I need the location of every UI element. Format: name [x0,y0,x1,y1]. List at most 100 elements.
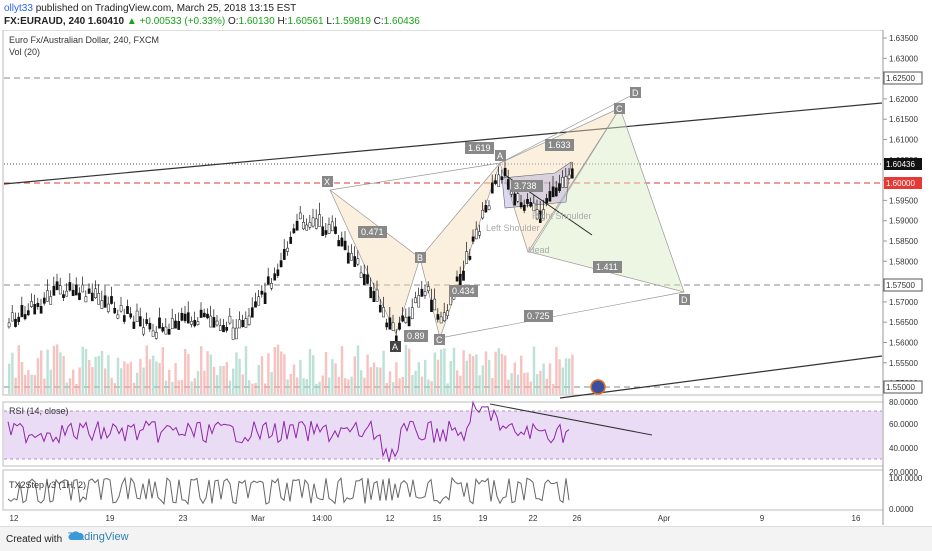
candle [529,197,533,208]
volume-bar [404,344,408,394]
candle [119,296,123,313]
ratio-1411: 1.411 [596,262,618,272]
volume-bar [196,370,200,394]
candle [113,301,117,314]
volume-bar [273,347,276,394]
change-text: +0.00533 (+0.33%) [139,16,226,27]
volume-bar [75,383,78,394]
rsi-trendline[interactable] [489,403,653,436]
candle [548,181,552,202]
volume-bar [353,356,356,394]
candle [154,326,158,340]
rsi-tick: 80.0000 [889,398,918,407]
candle [167,323,171,335]
rsi-tick: 40.0000 [889,444,918,453]
volume-bar [440,349,443,394]
volume-bar [68,378,72,394]
candle [42,292,46,306]
ratio-1633: 1.633 [548,140,571,150]
volume-bar [302,378,305,394]
volume-bar [334,363,337,394]
volume-bar [379,367,382,394]
chart-area[interactable]: Euro Fx/Australian Dollar, 240, FXCM Vol… [0,30,932,525]
candle [545,193,549,207]
candle [298,205,302,220]
date-axis[interactable]: 12 19 23 Mar 14:00 12 15 19 22 26 Apr 9 16 [10,514,861,523]
candle [209,305,213,328]
volume-bar [392,382,395,394]
candle [554,180,558,197]
candle [362,264,366,286]
up-arrow-icon: ▲ [126,16,137,27]
volume-bar [414,370,417,394]
harmonic-pattern[interactable] [329,92,685,340]
volume-bar [561,367,564,394]
candle [180,307,184,322]
rsi-label: RSI (14, close) [9,406,69,416]
volume-bar [33,375,36,394]
candle [273,267,277,281]
volume-bar [283,354,286,394]
candle [225,321,229,333]
candle [570,161,574,179]
candle [183,305,187,324]
rsi-axis: 80.0000 60.0000 40.0000 20.0000 [889,398,918,477]
volume-bar [129,361,132,394]
candle [385,318,389,331]
volume-bar [510,373,513,394]
volume-bar [78,367,81,394]
price-tick: 1.61500 [889,115,918,124]
ratio-089: 0.89 [407,331,425,341]
point-c-top: C [616,104,623,114]
candle [478,224,481,239]
date-tick: 12 [10,514,19,523]
price-tick: 1.61000 [889,136,918,145]
volume-bar [372,362,376,394]
volume-bar [552,383,555,394]
tx-pane[interactable] [2,469,884,511]
date-tick: 9 [760,514,765,523]
tx-line [7,476,570,506]
candle [103,285,107,308]
volume-bar [254,383,257,394]
candle [484,199,488,213]
candle [494,174,497,186]
price-tick: 1.56500 [889,318,918,327]
volume-bar [110,377,113,394]
volume-bar [116,357,120,394]
candle [14,312,17,328]
candle [324,223,328,238]
candle [228,307,232,325]
point-b: B [417,253,423,263]
lower-trendline[interactable] [559,355,883,399]
volume-bar [417,362,420,394]
candle [266,267,270,285]
candle [206,308,209,320]
candle [116,309,120,320]
volume-bar [465,360,468,394]
candle [481,202,485,220]
tradingview-logo[interactable]: TradingView [68,531,129,543]
event-flag-icon[interactable] [590,379,606,395]
volume-bar [244,346,248,394]
upper-trendline[interactable] [3,102,883,185]
date-tick: 19 [479,514,488,523]
volume-bar [347,379,350,394]
chart-canvas[interactable]: Euro Fx/Australian Dollar, 240, FXCM Vol… [0,30,932,525]
volume-bar [529,381,532,394]
volume-bar [17,345,20,394]
candles-group[interactable] [7,161,574,344]
volume-bar [270,372,273,394]
volume-bar [292,364,296,394]
price-tick: 1.57000 [889,298,918,307]
candle [94,280,97,299]
candle [174,314,177,329]
price-axis[interactable]: 1.63500 1.63000 1.62500 1.62000 1.61500 1.610… [883,34,918,388]
date-tick: 15 [433,514,442,523]
candle [58,277,62,295]
candle [388,306,392,330]
candle [519,194,523,210]
candle [231,319,235,340]
author-link[interactable]: ollyt33 [4,3,33,14]
price-tick: 1.55500 [889,359,918,368]
